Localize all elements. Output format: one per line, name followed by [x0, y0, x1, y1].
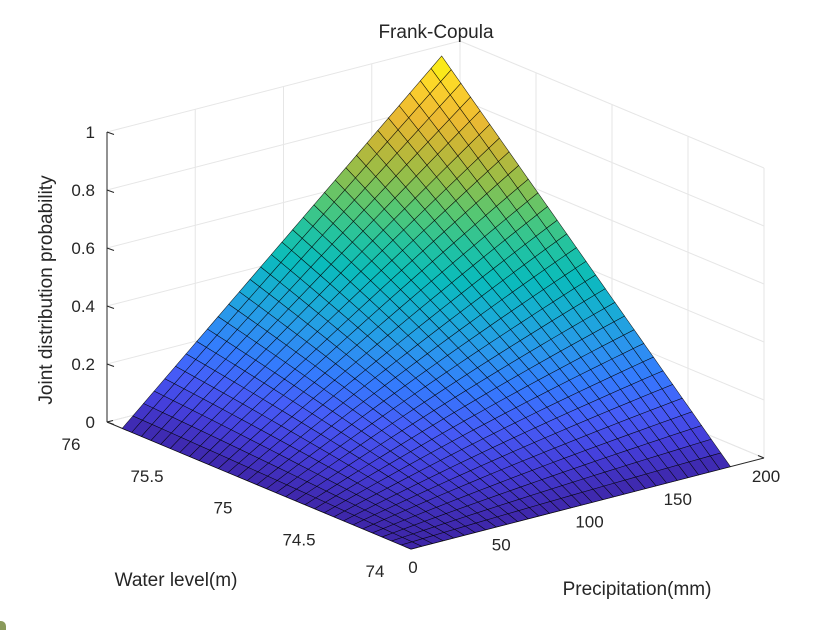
x-tick-label: 150 — [664, 490, 692, 509]
z-tick-label: 0 — [86, 413, 95, 432]
z-axis-label: Joint distribution probability — [36, 175, 57, 405]
z-tick-mark — [106, 131, 115, 135]
y-tick-label: 74 — [366, 562, 385, 581]
x-axis-label: Precipitation(mm) — [563, 579, 712, 600]
surface-mesh — [121, 55, 731, 550]
y-tick-label: 75.5 — [130, 467, 163, 486]
x-tick-label: 50 — [492, 535, 511, 554]
x-tick-mark — [757, 455, 765, 459]
grid-line-z-back-left — [106, 40, 461, 133]
z-tick-mark — [106, 189, 115, 193]
y-tick-label: 75 — [214, 499, 233, 518]
x-tick-label: 100 — [575, 513, 603, 532]
y-tick-label: 76 — [62, 435, 81, 454]
surface-patch — [400, 541, 423, 550]
z-tick-mark — [106, 305, 115, 309]
z-tick-label: 0.2 — [71, 355, 95, 374]
tick-labels: 0 50 100 150 200 74 74.5 75 75.5 76 0 0.2 0.4 0.6 0.8 1 — [62, 123, 781, 581]
y-tick-mark — [106, 420, 114, 423]
z-tick-label: 0.4 — [71, 297, 95, 316]
x-tick-label: 200 — [752, 467, 780, 486]
z-tick-label: 0.8 — [71, 181, 95, 200]
chart-title: Frank-Copula — [378, 22, 494, 43]
z-tick-mark — [106, 421, 115, 425]
y-tick-label: 74.5 — [282, 530, 315, 549]
grid-line-z-back-right — [459, 98, 765, 227]
y-axis-label: Water level(m) — [115, 570, 238, 591]
x-tick-label: 0 — [408, 558, 417, 577]
z-tick-mark — [106, 247, 115, 251]
grid-line-z-back-right — [459, 40, 765, 169]
z-tick-label: 0.6 — [71, 239, 95, 258]
z-tick-mark — [106, 363, 115, 367]
z-tick-label: 1 — [86, 123, 95, 142]
window-corner-mark — [0, 621, 6, 630]
